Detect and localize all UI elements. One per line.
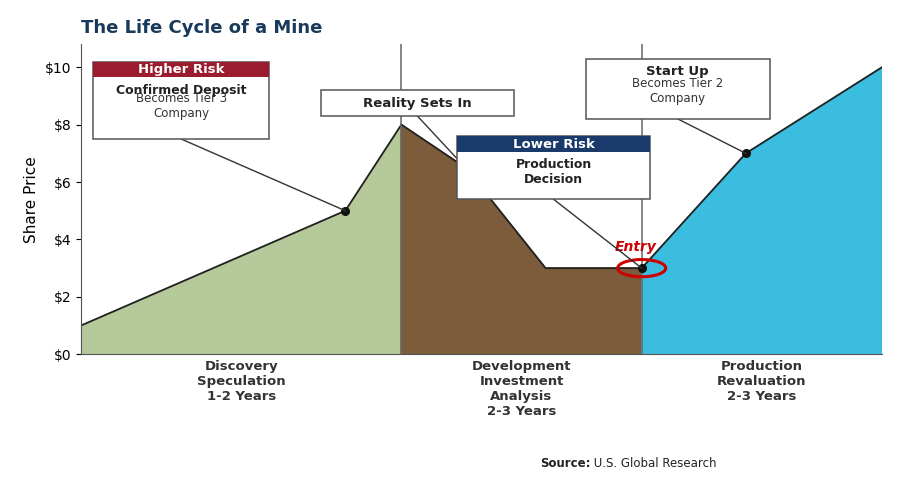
FancyBboxPatch shape xyxy=(321,90,514,116)
Text: Higher Risk: Higher Risk xyxy=(138,63,224,76)
Text: Becomes Tier 2
Company: Becomes Tier 2 Company xyxy=(632,77,724,105)
Text: Production
Revaluation
2-3 Years: Production Revaluation 2-3 Years xyxy=(717,360,806,403)
FancyBboxPatch shape xyxy=(93,62,269,77)
FancyBboxPatch shape xyxy=(93,62,269,139)
FancyBboxPatch shape xyxy=(457,136,650,199)
Text: U.S. Global Research: U.S. Global Research xyxy=(590,457,716,470)
Text: Becomes Tier 3
Company: Becomes Tier 3 Company xyxy=(136,92,227,120)
FancyBboxPatch shape xyxy=(586,59,770,119)
Text: Development
Investment
Analysis
2-3 Years: Development Investment Analysis 2-3 Year… xyxy=(472,360,572,418)
Polygon shape xyxy=(81,124,401,354)
Text: Source:: Source: xyxy=(540,457,590,470)
Polygon shape xyxy=(642,67,882,354)
Polygon shape xyxy=(401,124,642,354)
Text: Production
Decision: Production Decision xyxy=(516,158,591,186)
Text: The Life Cycle of a Mine: The Life Cycle of a Mine xyxy=(81,19,322,37)
Text: Confirmed Deposit: Confirmed Deposit xyxy=(116,84,247,96)
Text: Reality Sets In: Reality Sets In xyxy=(363,96,472,110)
FancyBboxPatch shape xyxy=(457,136,650,152)
Text: Lower Risk: Lower Risk xyxy=(513,137,595,151)
Y-axis label: Share Price: Share Price xyxy=(24,156,40,243)
Text: Discovery
Speculation
1-2 Years: Discovery Speculation 1-2 Years xyxy=(197,360,285,403)
Text: Start Up: Start Up xyxy=(646,65,709,78)
Text: Entry: Entry xyxy=(615,240,656,254)
